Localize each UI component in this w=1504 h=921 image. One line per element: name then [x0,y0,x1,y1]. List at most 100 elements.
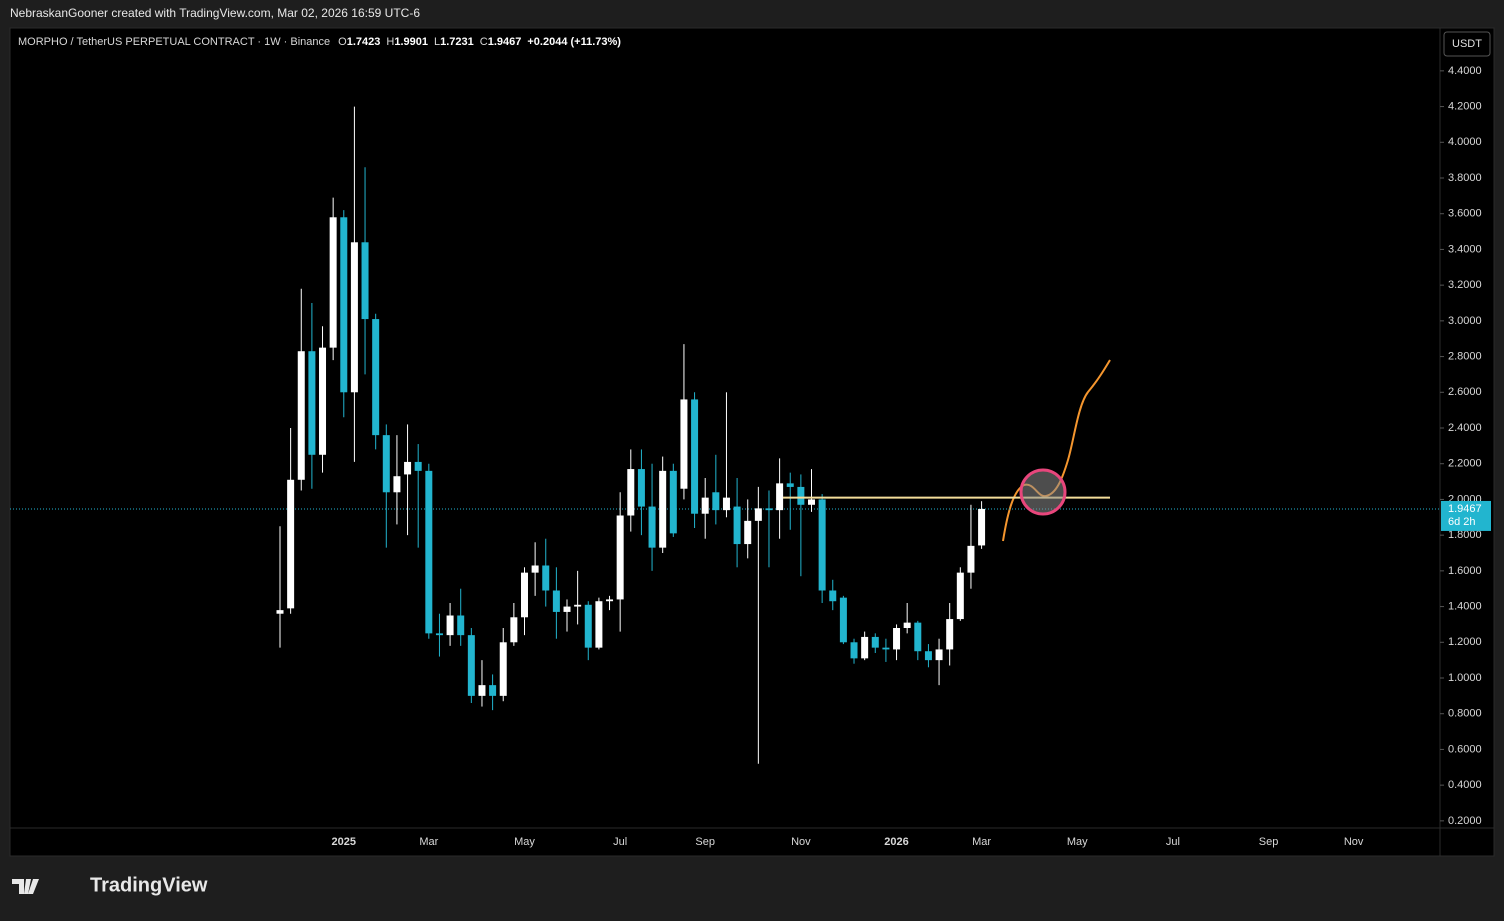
candle-body [722,497,730,511]
candle-body [627,469,635,516]
brand: TradingView [90,874,208,896]
y-tick-label: 2.2000 [1448,458,1482,470]
candle-body [478,685,486,696]
chart-pane [9,27,1495,857]
candle-body [829,590,837,602]
candle-body [435,633,443,636]
candle-body [776,483,784,511]
highlight-circle [1019,468,1067,516]
candle-body [967,545,975,573]
candle-body [754,508,762,521]
candle-body [446,615,454,636]
candle-body [287,479,295,609]
x-tick-label: Nov [1344,836,1364,848]
candle-body [680,399,688,489]
ohlc-value: 1.7423 [347,36,381,48]
currency-button[interactable] [1443,31,1491,57]
candle-body [765,508,773,511]
candle-body [404,461,412,475]
candle-body [319,347,327,455]
y-tick-label: 2.6000 [1448,386,1482,398]
y-tick-label: 1.4000 [1448,600,1482,612]
candle-body [978,508,986,546]
candle-body [414,461,422,471]
candle-body [329,217,337,348]
candle-body [531,565,539,573]
candle-body [340,217,348,393]
countdown-label: 6d 2h [1448,516,1476,528]
candle-body [871,636,879,648]
ohlc-value: 1.7231 [440,36,474,48]
y-tick-label: 4.4000 [1448,65,1482,77]
candle-body [499,642,507,696]
y-tick-label: 3.0000 [1448,315,1482,327]
candle-body [425,470,433,634]
currency-label: USDT [1452,38,1482,50]
candle-body [882,647,890,650]
candle-body [797,486,805,505]
candle-body [924,651,932,661]
x-tick-label: Mar [419,836,438,848]
candle-body [712,492,720,511]
symbol-legend: MORPHO / TetherUS PERPETUAL CONTRACT · 1… [18,36,621,48]
candle-body [372,319,380,436]
x-tick-label: Jul [613,836,627,848]
candle-body [861,636,869,659]
ohlc-letter: L [434,36,440,48]
x-tick-label: Nov [791,836,811,848]
y-tick-label: 3.6000 [1448,208,1482,220]
change: +0.2044 (+11.73%) [527,36,621,48]
candle-body [584,604,592,648]
candle-body [563,606,571,612]
ohlc-letter: H [386,36,394,48]
y-tick-label: 1.6000 [1448,565,1482,577]
x-tick-label: Sep [1259,836,1279,848]
y-tick-label: 1.2000 [1448,636,1482,648]
candle-body [744,520,752,545]
candle-body [574,604,582,607]
candle-body [350,242,358,393]
x-tick-label: Sep [695,836,715,848]
brand-logo [12,879,39,894]
candle-body [818,499,826,591]
candle-body [893,628,901,650]
x-tick-label: May [1067,836,1088,848]
candle-body [786,483,794,487]
candle-body [914,622,922,652]
ohlc-value: 1.9467 [488,36,522,48]
y-tick-label: 0.2000 [1448,815,1482,827]
last-price-label: 1.9467 [1448,503,1482,515]
candle-body [542,565,550,591]
candle-body [701,497,709,514]
y-tick-label: 1.8000 [1448,529,1482,541]
y-tick-label: 2.4000 [1448,422,1482,434]
y-tick-label: 4.2000 [1448,100,1482,112]
y-tick-label: 0.4000 [1448,779,1482,791]
candle-body [616,515,624,600]
y-tick-label: 3.2000 [1448,279,1482,291]
y-tick-label: 0.8000 [1448,708,1482,720]
y-tick-label: 4.0000 [1448,136,1482,148]
candle-body [850,642,858,659]
candle-body [552,590,560,612]
y-tick-label: 2.8000 [1448,350,1482,362]
y-tick-label: 1.0000 [1448,672,1482,684]
candle-body [276,610,284,614]
last-price-tag [1441,500,1491,531]
y-tick-label: 3.8000 [1448,172,1482,184]
candle-body [382,435,390,493]
x-tick-label: Jul [1166,836,1180,848]
candle-body [648,506,656,548]
candle-body [467,635,475,696]
candle-body [691,399,699,514]
candle-body [308,351,316,455]
ohlc-letter: O [338,36,347,48]
symbol: MORPHO / TetherUS PERPETUAL CONTRACT · 1… [18,36,330,48]
candle-body [659,470,667,548]
y-tick-label: 3.4000 [1448,243,1482,255]
x-tick-label: 2026 [884,836,908,848]
candle-body [361,242,369,320]
y-tick-label: 0.6000 [1448,743,1482,755]
